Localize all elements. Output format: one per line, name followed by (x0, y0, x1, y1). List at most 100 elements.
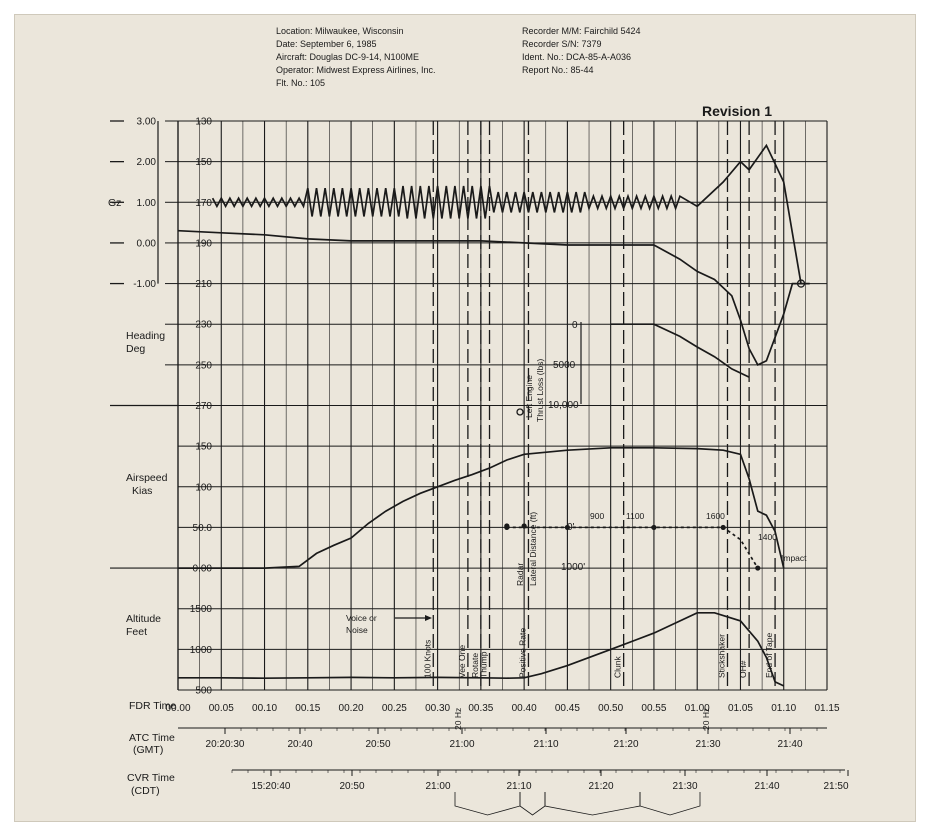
distance-label: 900 (590, 511, 604, 521)
heading-tick-label: 250 (195, 360, 212, 371)
radar-label: Radar (515, 563, 525, 586)
event-label: OH# (738, 660, 748, 678)
paper-sheet (14, 14, 916, 822)
header-left-line: Aircraft: Douglas DC-9-14, N100ME (276, 52, 419, 62)
impact-marker (796, 279, 806, 288)
voice-noise-label: Noise (346, 625, 368, 635)
fdr-tick-label: 00.55 (641, 703, 666, 714)
fdr-tick-label: 00.30 (425, 703, 450, 714)
tick-labels: 3.00 2.00 1.00 0.00 -1.00 130 150 170 190 210 230 2… (133, 117, 849, 793)
series-line (506, 526, 759, 569)
cvr-tick-label: 21:10 (506, 781, 531, 792)
time-correlation-bracket (544, 792, 641, 816)
header-right-line: Recorder M/M: Fairchild 5424 (522, 26, 641, 36)
atc-tick-label: 21:10 (533, 739, 558, 750)
impact-label: Impact (781, 553, 807, 563)
time-correlation-bracket (454, 792, 521, 816)
airspeed-axis-label: Airspeed (126, 472, 168, 484)
atc-time-label: ATC Time (129, 732, 175, 744)
fdr-time-label: FDR Time (129, 700, 176, 712)
altitude-axis-label: Altitude (126, 613, 161, 625)
header-left-line: Operator: Midwest Express Airlines, Inc. (276, 65, 436, 75)
series-line (178, 611, 785, 687)
fdr-tick-label: 00.25 (382, 703, 407, 714)
sample-rate-mark: 20 Hz (453, 708, 463, 730)
radar-point (504, 523, 510, 529)
heading-tick-label: 230 (195, 320, 212, 331)
voice-noise-label: Voice or (346, 613, 377, 623)
thrust-tick: 0 (572, 320, 578, 331)
distance-label: 1100 (626, 511, 645, 521)
fdr-tick-label: 00.20 (339, 703, 364, 714)
fdr-tick-label: 01.00 (685, 703, 710, 714)
airspeed-axis-label: Kias (132, 485, 152, 497)
fdr-tick-label: 01.05 (728, 703, 753, 714)
fdr-tick-label: 00.50 (598, 703, 623, 714)
revision-label: Revision 1 (702, 103, 772, 119)
cvr-tick-label: 20:50 (339, 781, 364, 792)
header-right-line: Report No.: 85-44 (522, 65, 594, 75)
chart-grid (177, 120, 828, 691)
cvr-tick-label: 21:50 (823, 781, 848, 792)
event-label: Clunk (613, 656, 623, 678)
thrust-origin-marker (516, 408, 524, 416)
fdr-tick-label: 00.35 (468, 703, 493, 714)
atc-tick-label: 21:30 (695, 739, 720, 750)
altitude-tick-label: 500 (195, 686, 212, 697)
cvr-tick-label: 21:00 (425, 781, 450, 792)
atc-tick-label: 21:00 (449, 739, 474, 750)
heading-tick-label: 130 (195, 117, 212, 128)
gz-tick-label: 3.00 (137, 117, 157, 128)
lateral-distance-point (651, 524, 657, 531)
header-right-line: Ident. No.: DCA-85-A-A036 (522, 52, 631, 62)
distance-label: 1600 (706, 511, 725, 521)
fdr-tick-label: 00.40 (512, 703, 537, 714)
header-left-line: Flt. No.: 105 (276, 78, 325, 88)
gz-tick-label: -1.00 (133, 279, 156, 290)
heading-tick-label: 190 (195, 238, 212, 249)
thrust-axis-label: Thrust Loss (lbs) (535, 359, 545, 422)
header-right: Recorder M/M: Fairchild 5424 Recorder S/… (522, 26, 641, 75)
atc-tick-label: 21:20 (613, 739, 638, 750)
gz-axis-label: Gz (108, 197, 121, 209)
voice-arrowhead (425, 615, 432, 621)
event-label: Thump (479, 651, 489, 678)
time-correlation-bracket (519, 792, 546, 816)
fdr-tick-label: 01.15 (814, 703, 839, 714)
header-left-line: Location: Milwaukee, Wisconsin (276, 26, 404, 36)
header-left: Location: Milwaukee, Wisconsin Date: Sep… (276, 26, 436, 88)
heading-tick-label: 170 (195, 198, 212, 209)
chart-axes (110, 120, 849, 816)
event-label: Stickshaker (716, 634, 726, 678)
radar-point (521, 523, 527, 529)
header-left-line: Date: September 6, 1985 (276, 39, 377, 49)
gz-tick-label: 2.00 (137, 157, 157, 168)
lateral-axis-label: Lateral Distance (ft) (528, 512, 538, 586)
series-line (177, 229, 810, 367)
atc-time-label: (GMT) (133, 744, 163, 756)
fdr-tick-label: 00.00 (165, 703, 190, 714)
lateral-tick: 1000' (561, 562, 585, 573)
altitude-axis-label: Feet (126, 626, 147, 638)
lateral-distance-point (755, 565, 761, 571)
airspeed-tick-label: 50.0 (193, 523, 213, 534)
fdr-tick-label: 00.05 (209, 703, 234, 714)
cvr-tick-label: 21:20 (588, 781, 613, 792)
fdr-tick-label: 01.10 (771, 703, 796, 714)
atc-tick-label: 20:40 (287, 739, 312, 750)
fdr-tick-label: 00.15 (295, 703, 320, 714)
distance-label: 1400 (758, 532, 777, 542)
lateral-distance-point (564, 524, 571, 531)
series-line (211, 143, 802, 284)
heading-tick-label: 270 (195, 401, 212, 412)
event-label: Positive Rate (517, 628, 527, 678)
airspeed-tick-label: 150 (195, 442, 212, 453)
heading-tick-label: 210 (195, 279, 212, 290)
fdr-tick-label: 00.10 (252, 703, 277, 714)
airspeed-tick-label: 0.00 (193, 564, 213, 575)
series-line (178, 446, 785, 569)
heading-tick-label: 150 (195, 157, 212, 168)
